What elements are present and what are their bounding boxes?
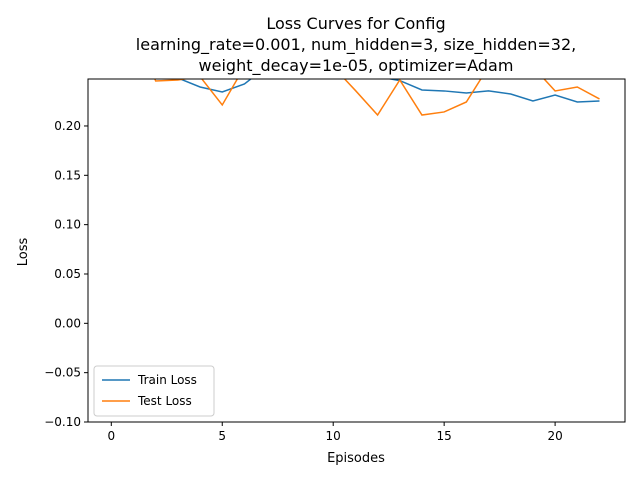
y-axis-label: Loss xyxy=(16,238,31,267)
legend-box xyxy=(93,365,215,417)
axes-frame xyxy=(87,78,626,423)
y-tick-label: 0.20 xyxy=(54,119,81,133)
y-tick-label: 0.05 xyxy=(54,267,81,281)
x-tick-label: 0 xyxy=(107,429,115,443)
x-tick-label: 20 xyxy=(547,429,562,443)
y-tick-label: 0.00 xyxy=(54,316,81,330)
line-series xyxy=(154,79,600,117)
legend-label: Test Loss xyxy=(137,394,192,408)
x-tick-label: 10 xyxy=(326,429,341,443)
y-tick-label: 0.15 xyxy=(54,168,81,182)
y-tick-label: 0.10 xyxy=(54,218,81,232)
y-tick-label: −0.05 xyxy=(44,366,81,380)
chart-title: Loss Curves for Config xyxy=(266,14,445,33)
plot-area xyxy=(154,79,600,117)
x-tick-label: 15 xyxy=(437,429,452,443)
chart-title: learning_rate=0.001, num_hidden=3, size_… xyxy=(136,35,576,55)
x-axis-label: Episodes xyxy=(327,451,385,466)
chart-title: weight_decay=1e-05, optimizer=Adam xyxy=(199,56,514,76)
y-tick-label: −0.10 xyxy=(44,415,81,429)
legend-label: Train Loss xyxy=(137,373,197,387)
x-tick-label: 5 xyxy=(218,429,226,443)
line-series xyxy=(178,79,600,103)
